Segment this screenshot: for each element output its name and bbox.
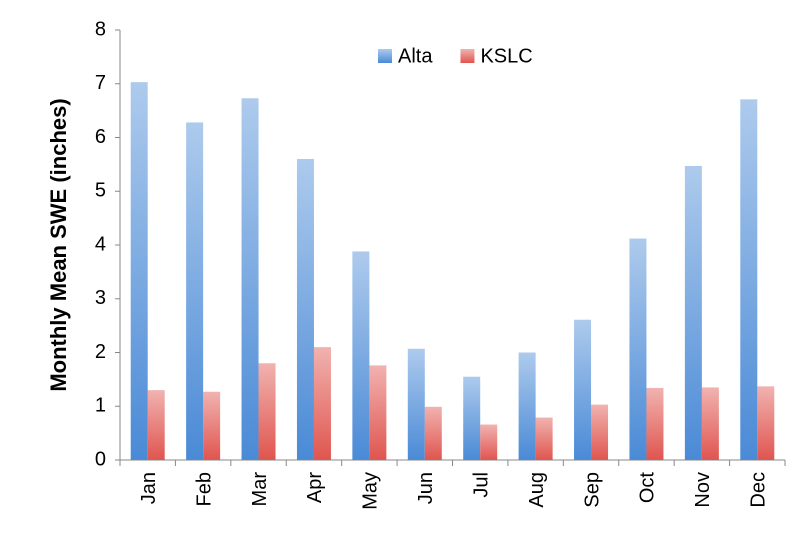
bar [203, 391, 221, 460]
bar [407, 348, 425, 460]
bar [463, 376, 481, 460]
x-tick-label: Jul [470, 472, 492, 498]
bar [701, 387, 719, 460]
y-tick-label: 1 [95, 395, 106, 417]
x-tick-label: Nov [692, 472, 714, 508]
y-tick-label: 3 [95, 287, 106, 309]
bar [480, 424, 498, 460]
bar [296, 159, 314, 460]
bar [518, 352, 536, 460]
x-tick-label: May [360, 472, 382, 510]
bar [591, 404, 609, 460]
bar [757, 386, 775, 460]
bar [684, 165, 702, 461]
y-tick-label: 5 [95, 180, 106, 202]
bar [130, 82, 148, 460]
x-tick-label: Dec [748, 472, 770, 508]
x-tick-label: Sep [581, 472, 603, 508]
bar [646, 387, 664, 460]
bar [313, 347, 331, 460]
y-tick-label: 8 [95, 18, 106, 40]
x-tick-label: Apr [304, 472, 326, 503]
x-tick-label: Feb [193, 472, 215, 506]
x-tick-label: Jun [415, 472, 437, 504]
x-tick-label: Jan [138, 472, 160, 504]
legend-swatch [378, 49, 392, 63]
bar [258, 363, 276, 460]
y-tick-label: 7 [95, 72, 106, 94]
bar [352, 251, 370, 460]
y-tick-label: 0 [95, 448, 106, 470]
bar [369, 365, 387, 460]
x-tick-label: Oct [637, 472, 659, 504]
bar [424, 406, 442, 460]
bar [147, 390, 165, 460]
legend-swatch [460, 49, 475, 63]
x-tick-label: Aug [526, 472, 548, 508]
y-axis-label: Monthly Mean SWE (inches) [46, 98, 71, 391]
legend-label: KSLC [480, 45, 532, 67]
bar [629, 238, 647, 460]
y-tick-label: 6 [95, 126, 106, 148]
bar [574, 319, 592, 460]
y-tick-label: 2 [95, 341, 106, 363]
bar [186, 122, 204, 460]
bar [241, 98, 259, 460]
x-tick-label: Mar [249, 472, 271, 507]
bar [535, 417, 553, 460]
y-tick-label: 4 [95, 233, 106, 255]
legend-label: Alta [398, 45, 433, 67]
bar [740, 99, 758, 461]
